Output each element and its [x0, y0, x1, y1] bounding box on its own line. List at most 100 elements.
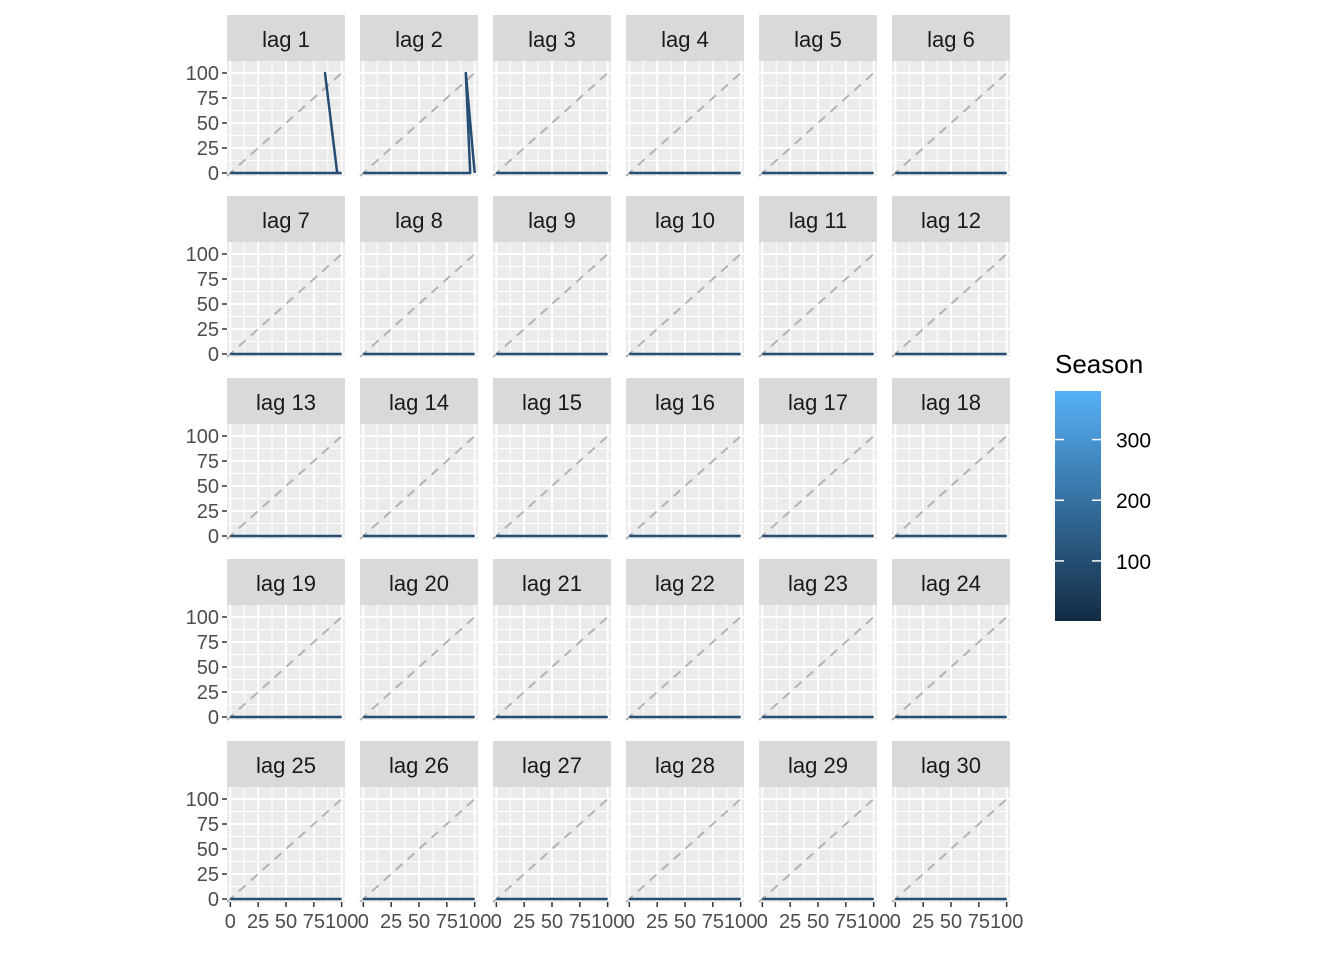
reference-line [891, 795, 1011, 903]
facet-panel: lag 29 [758, 741, 878, 903]
facet-strip-label: lag 28 [655, 753, 715, 778]
legend-title: Season [1055, 349, 1143, 379]
reference-line [625, 69, 745, 177]
season-legend: Season 100 200 300 [1055, 349, 1151, 621]
y-tick-label: 25 [197, 138, 219, 160]
facet-panel: lag 28 [625, 741, 745, 903]
reference-line [359, 250, 479, 358]
facet-strip-label: lag 1 [262, 27, 310, 52]
facet-strip [892, 559, 1010, 605]
reference-line [226, 432, 346, 540]
x-tick-label: 50 [408, 911, 430, 933]
facet-panel: lag 4 [625, 15, 745, 177]
x-tick-label: 75 [835, 911, 857, 933]
reference-line [226, 613, 346, 721]
facet-panel: lag 30 [891, 741, 1011, 903]
reference-line [492, 795, 612, 903]
x-tick-label: 50 [940, 911, 962, 933]
facet-strip-label: lag 16 [655, 390, 715, 415]
facet-strip-label: lag 9 [528, 208, 576, 233]
facet-strip-label: lag 25 [256, 753, 316, 778]
facet-strip-label: lag 29 [788, 753, 848, 778]
x-tick-label: 25 [646, 911, 668, 933]
x-tick-label: 100 [990, 911, 1023, 933]
facet-strip-label: lag 3 [528, 27, 576, 52]
facet-panel: lag 23 [758, 559, 878, 721]
x-tick-label: 0 [358, 911, 369, 933]
reference-line [758, 69, 878, 177]
y-tick-label: 100 [186, 426, 219, 448]
reference-line [226, 250, 346, 358]
x-tick-label: 100 [591, 911, 624, 933]
reference-line [492, 250, 612, 358]
facet-strip [892, 196, 1010, 242]
x-tick-label: 0 [624, 911, 635, 933]
facet-panel: lag 22 [625, 559, 745, 721]
y-tick-label: 25 [197, 682, 219, 704]
facet-panel: lag 2 [359, 15, 479, 177]
facet-panel: lag 17 [758, 378, 878, 540]
facet-strip [759, 15, 877, 61]
facet-strip [360, 559, 478, 605]
facet-strip-label: lag 8 [395, 208, 443, 233]
facet-strip [360, 741, 478, 787]
facet-strip-label: lag 21 [522, 571, 582, 596]
x-tick-label: 50 [541, 911, 563, 933]
reference-line [359, 613, 479, 721]
reference-line [758, 613, 878, 721]
facet-panel: lag 27 [492, 741, 612, 903]
facet-strip-label: lag 12 [921, 208, 981, 233]
reference-line [891, 69, 1011, 177]
facet-panel: lag 16 [625, 378, 745, 540]
x-tick-label: 75 [303, 911, 325, 933]
y-tick-label: 100 [186, 63, 219, 85]
x-tick-label: 0 [890, 911, 901, 933]
reference-line [758, 250, 878, 358]
x-tick-label: 75 [436, 911, 458, 933]
reference-line [625, 613, 745, 721]
y-tick-label: 0 [208, 526, 219, 548]
y-tick-label: 100 [186, 607, 219, 629]
facet-strip [892, 378, 1010, 424]
y-tick-label: 50 [197, 113, 219, 135]
facet-strip [626, 378, 744, 424]
facet-strip [227, 559, 345, 605]
facet-strip [892, 15, 1010, 61]
facet-strip [759, 196, 877, 242]
facet-strip [626, 15, 744, 61]
facet-strip-label: lag 4 [661, 27, 709, 52]
facet-strip [227, 196, 345, 242]
facet-strip-label: lag 13 [256, 390, 316, 415]
y-tick-label: 0 [208, 707, 219, 729]
facet-panel: lag 18 [891, 378, 1011, 540]
facet-strip [493, 196, 611, 242]
facet-panel: lag 24 [891, 559, 1011, 721]
facet-panel: lag 10 [625, 196, 745, 358]
facet-panel: lag 15 [492, 378, 612, 540]
x-tick-label: 50 [807, 911, 829, 933]
facet-strip [227, 378, 345, 424]
facet-strip-label: lag 15 [522, 390, 582, 415]
reference-line [758, 432, 878, 540]
facet-strip [360, 378, 478, 424]
legend-tick-label: 300 [1116, 430, 1151, 453]
y-tick-label: 75 [197, 88, 219, 110]
y-tick-label: 50 [197, 839, 219, 861]
reference-line [625, 432, 745, 540]
facet-strip [493, 378, 611, 424]
facet-panel: lag 12 [891, 196, 1011, 358]
reference-line [758, 795, 878, 903]
facet-strip-label: lag 5 [794, 27, 842, 52]
x-tick-label: 100 [857, 911, 890, 933]
y-tick-label: 75 [197, 269, 219, 291]
facet-strip [626, 559, 744, 605]
x-tick-label: 75 [968, 911, 990, 933]
facet-strip [626, 196, 744, 242]
x-tick-label: 100 [325, 911, 358, 933]
x-tick-label: 100 [458, 911, 491, 933]
facet-panel: lag 26 [359, 741, 479, 903]
facet-strip-label: lag 20 [389, 571, 449, 596]
facet-strip [493, 559, 611, 605]
legend-colorbar [1055, 391, 1101, 621]
facet-strip-label: lag 2 [395, 27, 443, 52]
